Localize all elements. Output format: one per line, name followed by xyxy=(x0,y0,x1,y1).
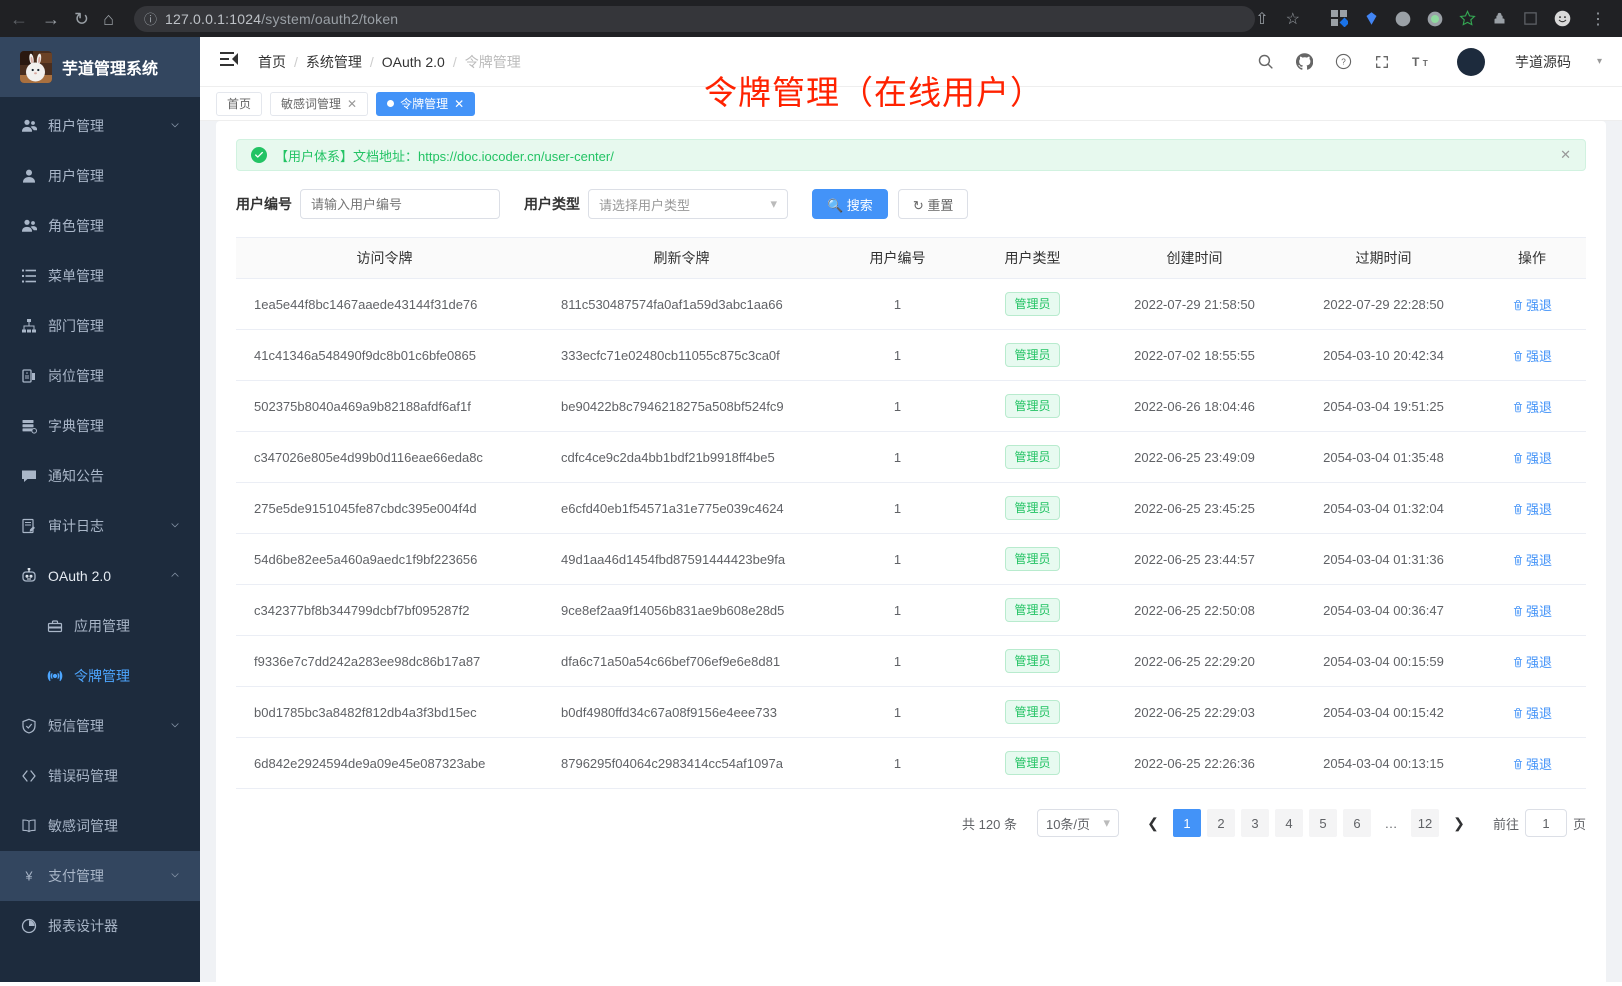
svg-text:T: T xyxy=(1412,55,1420,69)
svg-text:¥: ¥ xyxy=(25,870,33,884)
svg-text:?: ? xyxy=(1341,58,1346,67)
svg-text:T: T xyxy=(1423,59,1428,68)
